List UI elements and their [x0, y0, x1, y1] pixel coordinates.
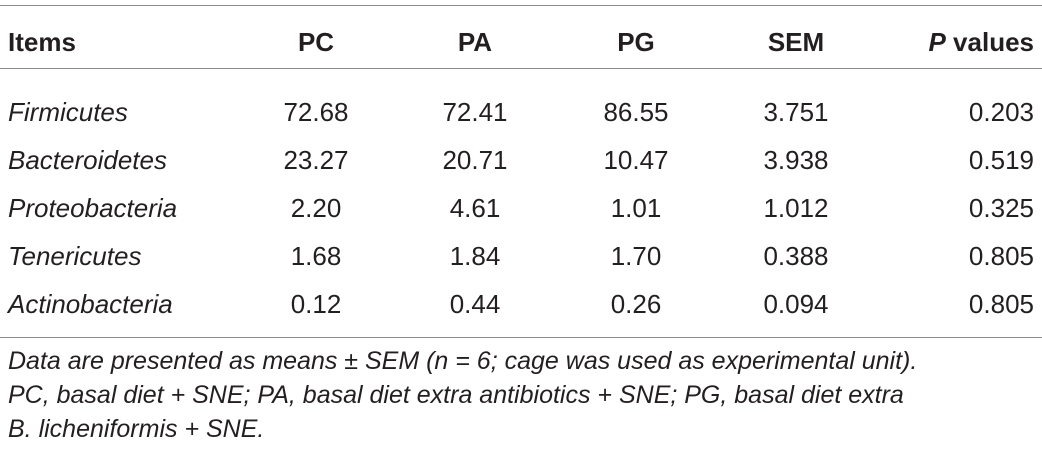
- cell-p-value: 0.805: [968, 289, 1034, 319]
- cell-item: Proteobacteria: [8, 193, 178, 223]
- cell-item: Bacteroidetes: [8, 145, 167, 175]
- cell-item: Firmicutes: [8, 97, 128, 127]
- cell-sem: 0.388: [763, 241, 829, 271]
- cell-p-value: 0.805: [968, 241, 1034, 271]
- cell-pc: 0.12: [290, 289, 342, 319]
- table-row: Bacteroidetes 23.27 20.71 10.47 3.938 0.519: [0, 140, 1042, 180]
- table-row: Actinobacteria 0.12 0.44 0.26 0.094 0.805: [0, 284, 1042, 324]
- cell-pa: 1.84: [449, 241, 501, 271]
- cell-pc: 72.68: [283, 97, 349, 127]
- cell-pg: 1.01: [610, 193, 662, 223]
- footnote-line-1: Data are presented as means ± SEM (n = 6…: [8, 347, 918, 375]
- cell-p-value: 0.519: [968, 145, 1034, 175]
- cell-pg: 86.55: [603, 97, 669, 127]
- cell-pc: 1.68: [290, 241, 342, 271]
- cell-sem: 3.938: [763, 145, 829, 175]
- cell-pa: 0.44: [449, 289, 501, 319]
- cell-sem: 3.751: [763, 97, 829, 127]
- table-header-row: Items PC PA PG SEM P values: [0, 22, 1042, 62]
- cell-item: Tenericutes: [8, 241, 142, 271]
- table-bottom-rule: [0, 337, 1042, 338]
- cell-item: Actinobacteria: [8, 289, 173, 319]
- cell-pa: 20.71: [442, 145, 508, 175]
- table-header-rule: [0, 68, 1042, 69]
- cell-pc: 2.20: [290, 193, 342, 223]
- header-p-letter: P: [928, 27, 946, 57]
- header-p-values: P values: [928, 22, 1034, 62]
- table-row: Proteobacteria 2.20 4.61 1.01 1.012 0.325: [0, 188, 1042, 228]
- cell-pc: 23.27: [283, 145, 349, 175]
- cell-pg: 10.47: [603, 145, 669, 175]
- header-pc: PC: [297, 27, 335, 57]
- cell-p-value: 0.203: [968, 97, 1034, 127]
- cell-pg: 0.26: [610, 289, 662, 319]
- footnote-line-2: PC, basal diet + SNE; PA, basal diet ext…: [8, 381, 904, 409]
- cell-p-value: 0.325: [968, 193, 1034, 223]
- table-row: Firmicutes 72.68 72.41 86.55 3.751 0.203: [0, 92, 1042, 132]
- table-top-rule: [0, 5, 1042, 6]
- table-footnote: Data are presented as means ± SEM (n = 6…: [8, 344, 1034, 446]
- header-p-suffix: values: [945, 27, 1034, 57]
- header-items: Items: [8, 27, 76, 57]
- cell-pa: 4.61: [449, 193, 501, 223]
- header-pa: PA: [457, 27, 493, 57]
- header-pg: PG: [617, 27, 655, 57]
- cell-sem: 1.012: [763, 193, 829, 223]
- header-sem: SEM: [767, 27, 825, 57]
- table-row: Tenericutes 1.68 1.84 1.70 0.388 0.805: [0, 236, 1042, 276]
- footnote-line-3: B. licheniformis + SNE.: [8, 415, 265, 443]
- cell-pg: 1.70: [610, 241, 662, 271]
- cell-sem: 0.094: [763, 289, 829, 319]
- cell-pa: 72.41: [442, 97, 508, 127]
